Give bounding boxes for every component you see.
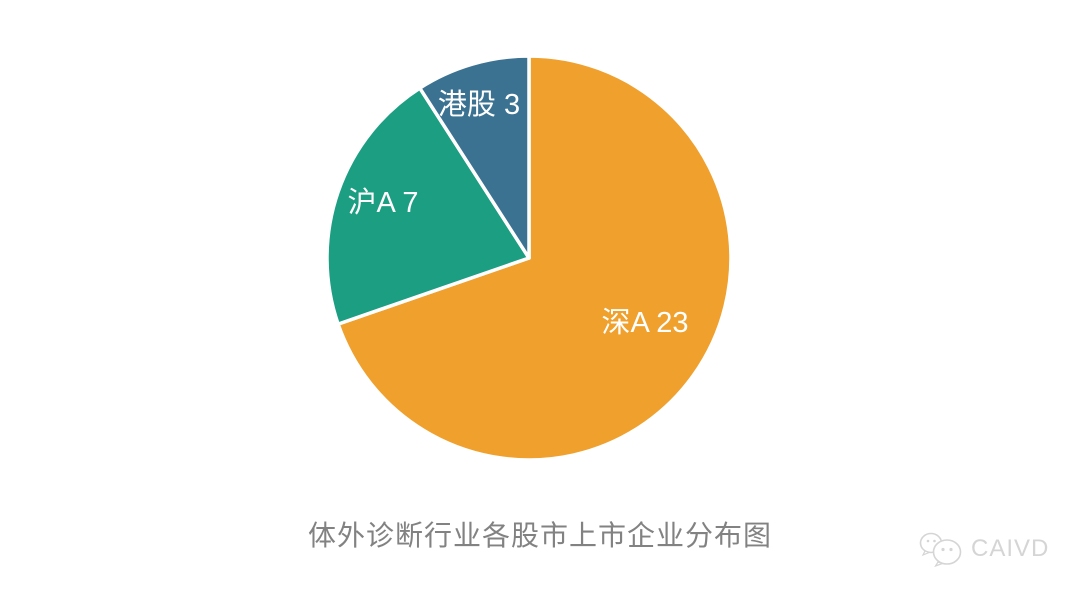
chart-caption: 体外诊断行业各股市上市企业分布图 (307, 521, 772, 552)
watermark: CAIVD (918, 531, 1049, 567)
wechat-logo-icon (919, 532, 962, 567)
pie-slice-label-hu-a: 沪A 7 (348, 186, 419, 219)
watermark-text: CAIVD (971, 535, 1050, 562)
pie-slice-gang-gu (418, 54, 531, 260)
pie-slice-label-shen-a: 深A 23 (601, 307, 688, 339)
pie-slice-hu-a (325, 86, 531, 326)
pie-slice-shen-a (336, 54, 733, 462)
pie-slice-label-gang-gu: 港股 3 (438, 88, 520, 121)
